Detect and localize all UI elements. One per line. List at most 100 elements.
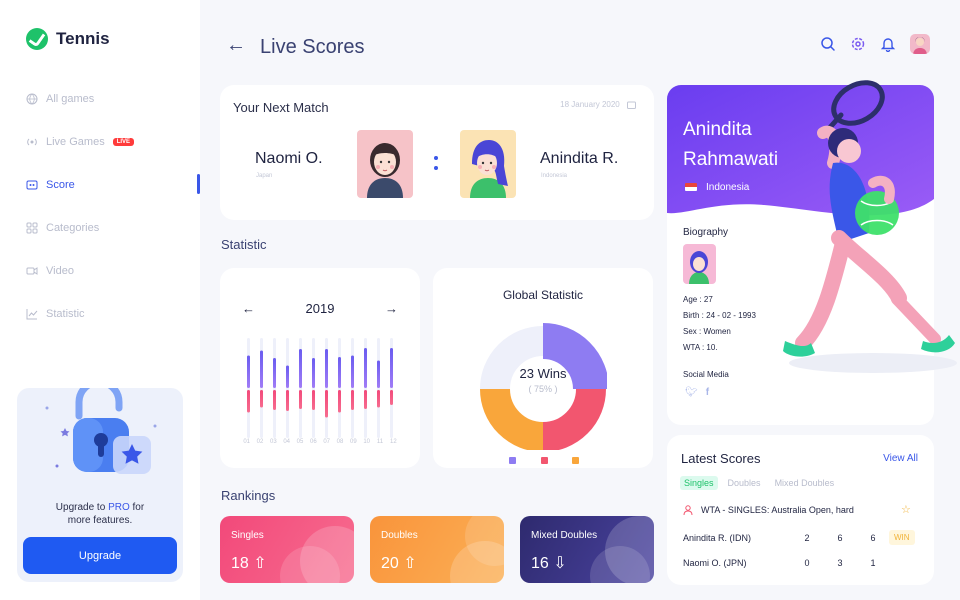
app-name: Tennis	[56, 29, 110, 48]
padlock-illustration-icon: ☆	[45, 388, 157, 474]
ranking-doubles-card[interactable]: Doubles 20 ⇧	[370, 516, 504, 583]
sidebar-item-live-games[interactable]: Live Games LIVE	[26, 131, 200, 153]
bar-bottom	[390, 390, 393, 405]
player1-portrait	[357, 130, 413, 198]
player-birth: Birth : 24 - 02 - 1993	[683, 311, 756, 320]
sidebar-item-label: Statistic	[46, 308, 85, 320]
view-all-link[interactable]: View All	[883, 453, 918, 464]
sidebar-item-statistic[interactable]: Statistic	[26, 303, 200, 325]
sidebar-item-video[interactable]: Video	[26, 260, 200, 282]
sidebar-item-label: Score	[46, 179, 75, 191]
sidebar-item-score[interactable]: Score	[26, 174, 200, 196]
bar-bottom	[299, 390, 302, 409]
month-label: 08	[337, 439, 344, 445]
donut-slice	[480, 326, 544, 390]
match-event: WTA - SINGLES: Australia Open, hard ☆	[683, 503, 923, 516]
logo[interactable]: Tennis	[26, 28, 110, 50]
tab-singles[interactable]: Singles	[680, 476, 718, 490]
legend-swatch-red	[540, 457, 548, 464]
player-profile-card: Anindita Rahmawati Indonesia Biography Ag…	[667, 80, 957, 425]
social-links: 🐦︎ f	[685, 387, 709, 398]
player1-name: Naomi O.	[255, 150, 323, 167]
tennis-ball-logo-icon	[26, 28, 48, 50]
indonesia-flag-icon	[685, 183, 697, 191]
month-label: 03	[270, 439, 277, 445]
back-arrow-icon[interactable]: ←	[226, 34, 246, 56]
player2-country: Indonesia	[541, 173, 568, 179]
player-wta: WTA : 10.	[683, 343, 718, 352]
month-label: 12	[390, 439, 397, 445]
biography-avatar	[683, 244, 716, 284]
twitter-icon[interactable]: 🐦︎	[685, 387, 698, 398]
player-country: Indonesia	[706, 182, 750, 193]
header-actions	[820, 34, 930, 54]
monthly-bar-chart	[247, 338, 393, 438]
next-match-card: Your Next Match 18 January 2020 Naomi O.…	[220, 85, 654, 220]
month-label: 09	[350, 439, 357, 445]
bar-bottom	[338, 390, 341, 413]
month-label: 04	[283, 439, 290, 445]
ranking-label: Doubles	[381, 530, 418, 541]
tab-mixed-doubles[interactable]: Mixed Doubles	[774, 478, 835, 488]
sidebar-item-label: Video	[46, 265, 74, 277]
sidebar-item-label: Live Games	[46, 136, 105, 148]
selected-year: 2019	[305, 301, 335, 316]
player-sex: Sex : Women	[683, 327, 731, 336]
upgrade-button[interactable]: Upgrade	[23, 537, 177, 574]
arrow-up-icon: ⇧	[253, 555, 267, 572]
ranking-singles-card[interactable]: Singles 18 ⇧	[220, 516, 354, 583]
ranking-mixed-doubles-card[interactable]: Mixed Doubles 16 ⇩	[520, 516, 654, 583]
bar-top	[286, 365, 289, 388]
set-score: 2	[804, 533, 810, 543]
latest-scores-title: Latest Scores	[681, 451, 761, 466]
bar-bottom	[364, 390, 367, 409]
latest-scores-card: Latest Scores View All Singles Doubles M…	[667, 435, 934, 585]
ranking-label: Mixed Doubles	[531, 530, 598, 541]
scores-tabs: Singles Doubles Mixed Doubles	[680, 476, 838, 490]
player-age: Age : 27	[683, 295, 713, 304]
upgrade-card: ☆ Upgrade to PRO for more features. Upgr…	[17, 388, 183, 582]
page-title: Live Scores	[260, 36, 365, 58]
prev-year-arrow-icon[interactable]: ←	[242, 301, 255, 316]
biography-title: Biography	[683, 227, 729, 238]
video-icon	[26, 267, 38, 275]
tennis-player-illustration	[783, 80, 957, 373]
next-match-date: 18 January 2020	[560, 100, 636, 109]
sidebar: Tennis All games Live Games LIVE Score C…	[0, 0, 200, 600]
month-label: 10	[363, 439, 370, 445]
versus-separator	[434, 156, 438, 172]
bar-top	[325, 349, 328, 388]
globe-icon	[26, 93, 38, 105]
event-title: WTA - SINGLES: Australia Open, hard	[701, 504, 854, 515]
sidebar-item-categories[interactable]: Categories	[26, 217, 200, 239]
sidebar-item-all-games[interactable]: All games	[26, 88, 200, 110]
calendar-icon	[627, 101, 636, 109]
favorite-star-icon[interactable]: ☆	[901, 504, 911, 516]
broadcast-icon	[27, 138, 37, 146]
set-score: 6	[870, 533, 876, 543]
grid-icon	[26, 222, 38, 234]
social-media-title: Social Media	[683, 370, 729, 379]
gear-icon[interactable]	[850, 36, 866, 52]
wins-count: 23 Wins	[519, 366, 567, 381]
user-avatar[interactable]	[910, 34, 930, 54]
ranking-value: 18 ⇧	[231, 555, 267, 572]
global-statistic-title: Global Statistic	[502, 288, 584, 302]
bar-bottom	[312, 390, 315, 410]
bell-icon[interactable]	[880, 36, 896, 52]
set-score: 6	[837, 533, 843, 543]
tab-doubles[interactable]: Doubles	[727, 478, 761, 488]
bar-top	[377, 360, 380, 388]
search-icon[interactable]	[820, 36, 836, 52]
wins-percent: ( 75% )	[528, 384, 558, 394]
bar-bottom	[286, 390, 289, 411]
arrow-up-icon: ⇧	[403, 555, 417, 572]
month-label: 11	[377, 439, 384, 445]
month-label: 02	[257, 439, 264, 445]
ranking-value: 20 ⇧	[381, 555, 417, 572]
legend-swatch-orange	[572, 457, 579, 464]
year-selector: ← 2019 →	[242, 301, 398, 316]
next-year-arrow-icon[interactable]: →	[384, 301, 398, 316]
bar-bottom	[351, 390, 354, 410]
facebook-icon[interactable]: f	[705, 387, 710, 398]
